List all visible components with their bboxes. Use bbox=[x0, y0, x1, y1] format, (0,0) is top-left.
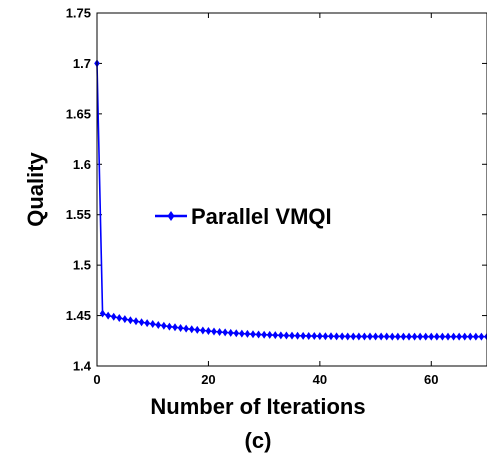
y-tick-label: 1.45 bbox=[66, 308, 91, 323]
data-point bbox=[467, 332, 474, 341]
data-point bbox=[300, 331, 306, 340]
data-point bbox=[250, 330, 256, 339]
data-point bbox=[272, 331, 279, 340]
x-tick-label: 40 bbox=[313, 372, 327, 387]
x-tick-label: 20 bbox=[201, 372, 215, 387]
data-point bbox=[311, 332, 318, 341]
figure-subtitle: (c) bbox=[245, 428, 272, 453]
series-line bbox=[96, 63, 487, 338]
y-tick-label: 1.7 bbox=[73, 56, 91, 71]
data-point bbox=[322, 332, 329, 341]
data-point bbox=[361, 332, 368, 341]
data-point bbox=[350, 332, 357, 341]
data-point bbox=[166, 322, 173, 331]
data-point bbox=[216, 328, 223, 337]
data-point bbox=[406, 332, 412, 341]
data-point bbox=[99, 309, 106, 318]
data-point bbox=[411, 332, 418, 341]
y-tick-label: 1.5 bbox=[73, 258, 91, 273]
data-point bbox=[127, 316, 134, 325]
data-point bbox=[439, 332, 446, 341]
x-axis-title: Number of Iterations bbox=[150, 394, 365, 419]
data-point bbox=[367, 332, 373, 341]
data-point bbox=[138, 318, 145, 327]
data-point bbox=[389, 332, 396, 341]
data-point bbox=[383, 332, 390, 341]
data-point bbox=[177, 323, 184, 332]
y-axis-ticks: 1.4 1.45 1.5 1.55 1.6 1.65 1.7 1.75 bbox=[66, 6, 487, 374]
data-point bbox=[445, 332, 451, 341]
data-point bbox=[417, 332, 423, 341]
data-point bbox=[484, 332, 487, 341]
data-point bbox=[200, 326, 206, 335]
data-point bbox=[239, 329, 245, 338]
data-point bbox=[233, 329, 240, 338]
data-point bbox=[422, 332, 429, 341]
data-point bbox=[372, 332, 379, 341]
data-point bbox=[116, 313, 123, 322]
y-tick-label: 1.55 bbox=[66, 207, 91, 222]
data-point bbox=[328, 332, 334, 341]
data-point bbox=[188, 325, 195, 334]
data-point bbox=[211, 327, 217, 336]
data-point bbox=[378, 332, 384, 341]
y-tick-label: 1.65 bbox=[66, 106, 91, 121]
data-point bbox=[155, 320, 162, 329]
data-point bbox=[461, 332, 468, 341]
data-point bbox=[261, 330, 267, 339]
x-tick-label: 0 bbox=[93, 372, 100, 387]
plot-area-frame bbox=[96, 12, 487, 367]
data-point bbox=[266, 330, 273, 339]
data-point bbox=[278, 331, 284, 340]
data-point bbox=[428, 332, 435, 341]
data-point bbox=[434, 332, 440, 341]
data-point bbox=[473, 332, 479, 341]
y-tick-label: 1.75 bbox=[66, 6, 91, 21]
legend-entry-label: Parallel VMQI bbox=[191, 204, 332, 229]
legend-marker bbox=[167, 211, 175, 221]
data-point bbox=[317, 332, 323, 341]
data-point bbox=[294, 331, 301, 340]
data-point bbox=[222, 328, 228, 337]
data-point bbox=[105, 311, 111, 320]
x-tick-label: 60 bbox=[424, 372, 438, 387]
data-point bbox=[244, 329, 251, 338]
data-point bbox=[400, 332, 407, 341]
y-tick-label: 1.6 bbox=[73, 157, 91, 172]
data-point bbox=[255, 330, 262, 339]
data-point bbox=[205, 327, 212, 336]
data-point bbox=[289, 331, 295, 340]
data-point bbox=[305, 331, 312, 340]
data-point bbox=[183, 324, 189, 333]
data-point bbox=[478, 332, 485, 341]
data-point bbox=[194, 325, 201, 334]
y-tick-label: 1.4 bbox=[73, 359, 92, 374]
data-point bbox=[456, 332, 462, 341]
data-point bbox=[149, 320, 156, 329]
legend: Parallel VMQI bbox=[155, 204, 332, 229]
series-group bbox=[94, 59, 487, 341]
y-axis-title: Quality bbox=[23, 151, 48, 226]
x-axis-ticks: 0 20 40 60 bbox=[93, 13, 439, 387]
data-point bbox=[333, 332, 340, 341]
data-point bbox=[172, 323, 178, 332]
data-point bbox=[133, 317, 139, 326]
data-point bbox=[110, 312, 117, 321]
data-point bbox=[227, 328, 234, 337]
data-point bbox=[339, 332, 345, 341]
data-point bbox=[161, 321, 167, 330]
data-point bbox=[356, 332, 362, 341]
data-point bbox=[450, 332, 457, 341]
data-point bbox=[395, 332, 401, 341]
data-point bbox=[122, 315, 128, 324]
data-point bbox=[283, 331, 290, 340]
data-point bbox=[144, 319, 150, 328]
data-point bbox=[344, 332, 351, 341]
